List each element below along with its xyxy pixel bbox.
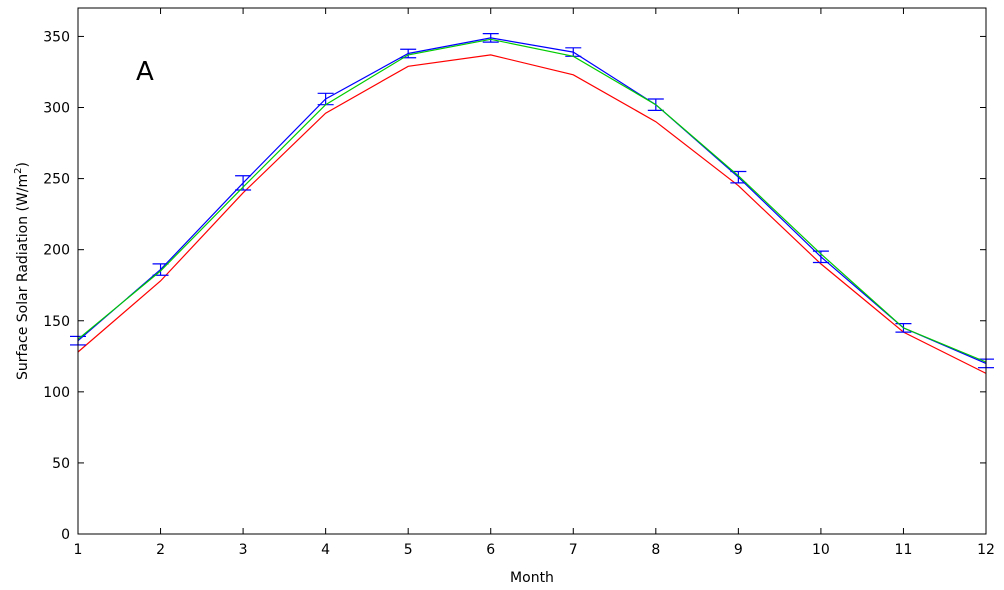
x-tick-label: 7: [569, 542, 578, 558]
x-tick-label: 4: [321, 542, 330, 558]
y-axis-label-close: ): [15, 162, 31, 167]
y-tick-label: 200: [43, 243, 70, 259]
panel-label: A: [136, 57, 154, 87]
y-tick-label: 50: [52, 456, 70, 472]
y-tick-label: 350: [43, 29, 70, 45]
x-tick-label: 8: [651, 542, 660, 558]
y-axis-label-superscript: 2: [13, 167, 24, 173]
y-axis-label-main: Surface Solar Radiation (W/m: [15, 174, 31, 380]
y-tick-label: 150: [43, 314, 70, 330]
x-tick-label: 6: [486, 542, 495, 558]
x-tick-label: 10: [812, 542, 830, 558]
y-tick-label: 100: [43, 385, 70, 401]
y-axis-label: Surface Solar Radiation (W/m2): [13, 162, 31, 380]
y-tick-label: 250: [43, 172, 70, 188]
plot-area: [78, 8, 986, 534]
x-tick-label: 9: [734, 542, 743, 558]
x-tick-label: 2: [156, 542, 165, 558]
series-2-error-bar: [482, 32, 499, 43]
x-tick-label: 3: [239, 542, 248, 558]
series-2-line: [77, 37, 987, 364]
y-tick-label: 300: [43, 101, 70, 117]
plot-frame: [77, 7, 987, 535]
x-axis-label: Month: [510, 570, 554, 586]
series-2-error-bar: [812, 250, 829, 264]
x-tick-label: 12: [977, 542, 995, 558]
y-tick-label: 0: [61, 527, 70, 543]
x-tick-label: 1: [74, 542, 83, 558]
x-tick-label: 5: [404, 542, 413, 558]
x-tick-label: 11: [895, 542, 913, 558]
series-3-line: [77, 38, 987, 363]
series-layer: [70, 32, 994, 374]
series-1-line: [77, 54, 987, 374]
